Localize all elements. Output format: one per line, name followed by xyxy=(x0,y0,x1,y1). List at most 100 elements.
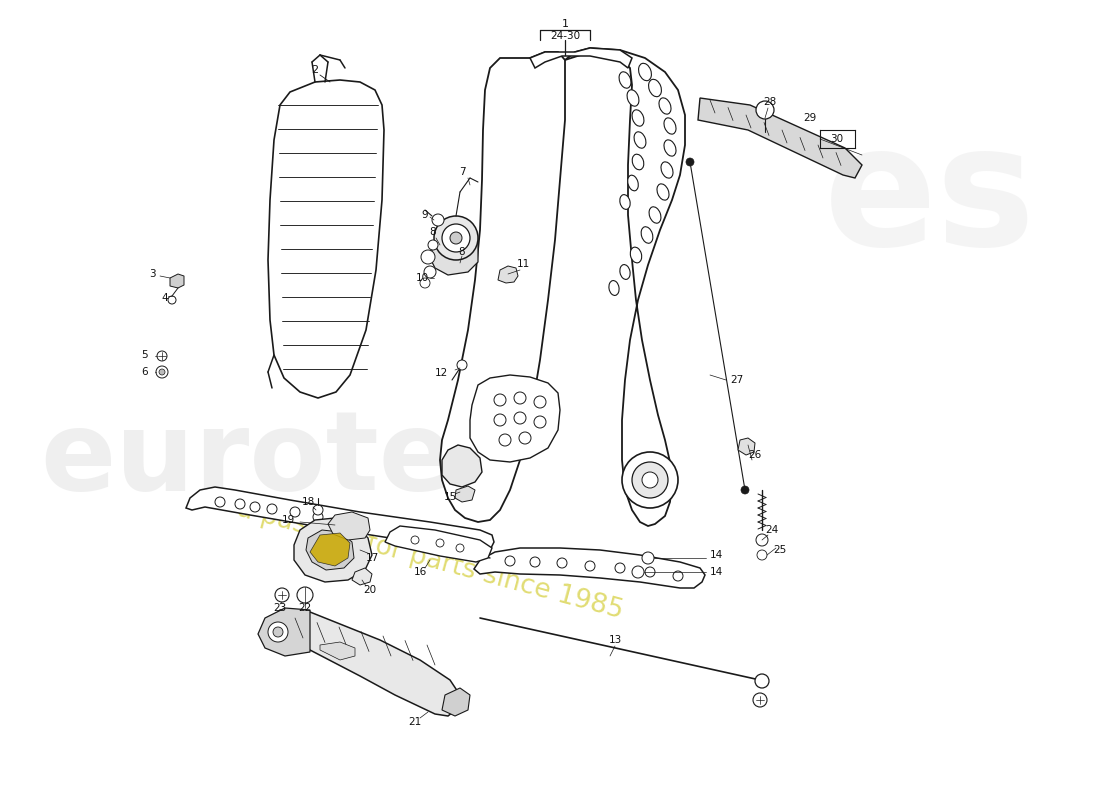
Circle shape xyxy=(534,396,546,408)
Circle shape xyxy=(632,566,644,578)
Ellipse shape xyxy=(664,140,676,156)
Text: 8: 8 xyxy=(430,227,437,237)
Circle shape xyxy=(494,394,506,406)
Ellipse shape xyxy=(628,175,638,191)
Text: 15: 15 xyxy=(443,492,456,502)
Text: 18: 18 xyxy=(301,497,315,507)
Circle shape xyxy=(434,216,478,260)
Polygon shape xyxy=(306,530,354,570)
Circle shape xyxy=(273,627,283,637)
Circle shape xyxy=(615,563,625,573)
Ellipse shape xyxy=(649,206,661,223)
Text: 19: 19 xyxy=(282,515,295,525)
Text: 5: 5 xyxy=(142,350,148,360)
Text: 12: 12 xyxy=(434,368,448,378)
Circle shape xyxy=(290,507,300,517)
Circle shape xyxy=(499,434,512,446)
Ellipse shape xyxy=(634,132,646,148)
Circle shape xyxy=(156,366,168,378)
Circle shape xyxy=(686,158,694,166)
Text: 17: 17 xyxy=(365,553,378,563)
Ellipse shape xyxy=(659,98,671,114)
Circle shape xyxy=(268,622,288,642)
Circle shape xyxy=(314,512,323,522)
Circle shape xyxy=(428,240,438,250)
Text: 28: 28 xyxy=(763,97,777,107)
Text: 21: 21 xyxy=(408,717,421,727)
Circle shape xyxy=(235,499,245,509)
Text: 22: 22 xyxy=(298,603,311,613)
Text: 3: 3 xyxy=(148,269,155,279)
Ellipse shape xyxy=(620,265,630,279)
Circle shape xyxy=(585,561,595,571)
Circle shape xyxy=(424,266,436,278)
Circle shape xyxy=(456,544,464,552)
Text: 4: 4 xyxy=(162,293,168,303)
Text: 1: 1 xyxy=(561,19,569,29)
Circle shape xyxy=(421,250,434,264)
Circle shape xyxy=(642,472,658,488)
Text: a passion for parts since 1985: a passion for parts since 1985 xyxy=(234,496,626,624)
Ellipse shape xyxy=(619,194,630,210)
Circle shape xyxy=(411,536,419,544)
Circle shape xyxy=(757,550,767,560)
Polygon shape xyxy=(310,533,350,566)
Circle shape xyxy=(621,452,678,508)
Ellipse shape xyxy=(657,184,669,200)
Text: 6: 6 xyxy=(142,367,148,377)
Polygon shape xyxy=(738,438,755,455)
Polygon shape xyxy=(474,548,705,588)
Polygon shape xyxy=(258,608,310,656)
Text: 24: 24 xyxy=(766,525,779,535)
Circle shape xyxy=(632,462,668,498)
Text: es: es xyxy=(824,118,1036,282)
Circle shape xyxy=(157,351,167,361)
Circle shape xyxy=(642,552,654,564)
Text: 24-30: 24-30 xyxy=(550,31,580,41)
Text: 9: 9 xyxy=(421,210,428,220)
Polygon shape xyxy=(294,518,372,582)
Ellipse shape xyxy=(664,118,676,134)
Text: 10: 10 xyxy=(416,273,429,283)
Polygon shape xyxy=(385,526,492,562)
Text: 26: 26 xyxy=(748,450,761,460)
Text: 27: 27 xyxy=(730,375,744,385)
Circle shape xyxy=(494,414,506,426)
Polygon shape xyxy=(442,445,482,487)
Ellipse shape xyxy=(661,162,673,178)
Circle shape xyxy=(756,101,774,119)
Polygon shape xyxy=(328,512,370,540)
Circle shape xyxy=(420,278,430,288)
Polygon shape xyxy=(265,610,460,716)
Circle shape xyxy=(250,502,260,512)
Text: 13: 13 xyxy=(608,635,622,645)
Polygon shape xyxy=(440,52,565,522)
Circle shape xyxy=(432,214,444,226)
Polygon shape xyxy=(268,80,384,398)
Text: 30: 30 xyxy=(830,134,844,144)
Circle shape xyxy=(160,369,165,375)
Circle shape xyxy=(267,504,277,514)
Polygon shape xyxy=(455,486,475,502)
Ellipse shape xyxy=(609,281,619,295)
Circle shape xyxy=(314,505,323,515)
Ellipse shape xyxy=(649,79,661,97)
Text: 20: 20 xyxy=(363,585,376,595)
Polygon shape xyxy=(352,568,372,585)
Text: 25: 25 xyxy=(773,545,786,555)
Ellipse shape xyxy=(619,72,631,88)
Circle shape xyxy=(456,360,468,370)
Polygon shape xyxy=(565,48,685,526)
Polygon shape xyxy=(442,688,470,716)
Circle shape xyxy=(168,296,176,304)
Text: 23: 23 xyxy=(274,603,287,613)
Circle shape xyxy=(673,571,683,581)
Polygon shape xyxy=(186,487,494,555)
Text: 11: 11 xyxy=(517,259,530,269)
Polygon shape xyxy=(170,274,184,288)
Text: 16: 16 xyxy=(414,567,427,577)
Ellipse shape xyxy=(632,154,644,170)
Text: 14: 14 xyxy=(710,550,724,560)
Circle shape xyxy=(519,432,531,444)
Ellipse shape xyxy=(630,247,641,263)
